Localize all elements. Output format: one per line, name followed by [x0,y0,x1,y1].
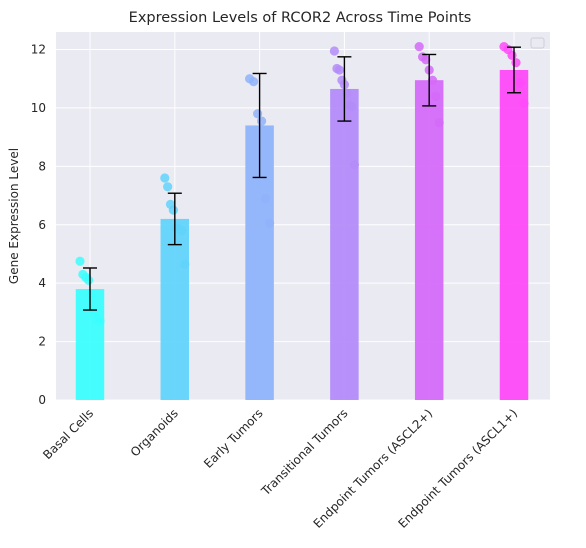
error-bar [337,56,352,122]
bars [75,69,529,400]
x-tick-label: Transitional Tumors [258,406,351,499]
y-tick-label: 2 [38,335,46,349]
data-point [347,101,357,112]
y-tick-labels: 0 2 4 6 8 10 12 [31,43,46,407]
data-point [515,78,525,88]
bar [330,88,359,400]
data-point [434,117,444,128]
error-bar [83,267,97,311]
data-point [83,275,94,285]
data-point [265,218,275,228]
data-point [349,160,359,170]
data-point [431,91,441,101]
x-tick-label: Basal Cells [40,406,96,462]
y-tick-label: 0 [38,393,46,407]
data-point [414,42,424,52]
bar [499,69,529,400]
plot-area [56,32,550,400]
data-point [180,259,190,269]
data-point [168,205,178,215]
data-point [160,173,170,183]
y-tick-label: 8 [38,159,46,173]
data-point [511,58,521,68]
y-axis-label: Gene Expression Level [7,148,21,284]
data-point [421,55,431,65]
data-point [519,98,529,109]
x-tick-label: Early Tumors [201,406,266,471]
error-bar [252,72,267,179]
x-tick-label: Organoids [128,406,181,459]
data-point [261,193,271,204]
data-point [249,77,259,87]
bar [160,218,190,400]
legend-box [530,37,545,49]
data-point [342,88,352,98]
data-point [75,256,85,266]
bar [414,80,444,400]
data-point [329,46,339,56]
data-point [427,75,438,85]
chart-title: Expression Levels of RCOR2 Across Time P… [129,10,472,26]
y-tick-label: 12 [31,43,46,57]
data-point [86,290,97,300]
data-point [95,316,105,326]
x-tick-labels: Basal Cells Organoids Early TumorsTransiti… [40,406,520,531]
y-tick-label: 10 [31,101,46,115]
data-point [177,226,187,236]
data-point [163,182,173,192]
y-tick-label: 6 [38,218,46,232]
error-bar [167,192,182,246]
y-tick-label: 4 [38,276,46,290]
data-point [257,116,267,126]
error-bar [422,53,437,107]
data-point [334,65,344,75]
error-bars [83,46,521,311]
error-bar [507,46,521,94]
